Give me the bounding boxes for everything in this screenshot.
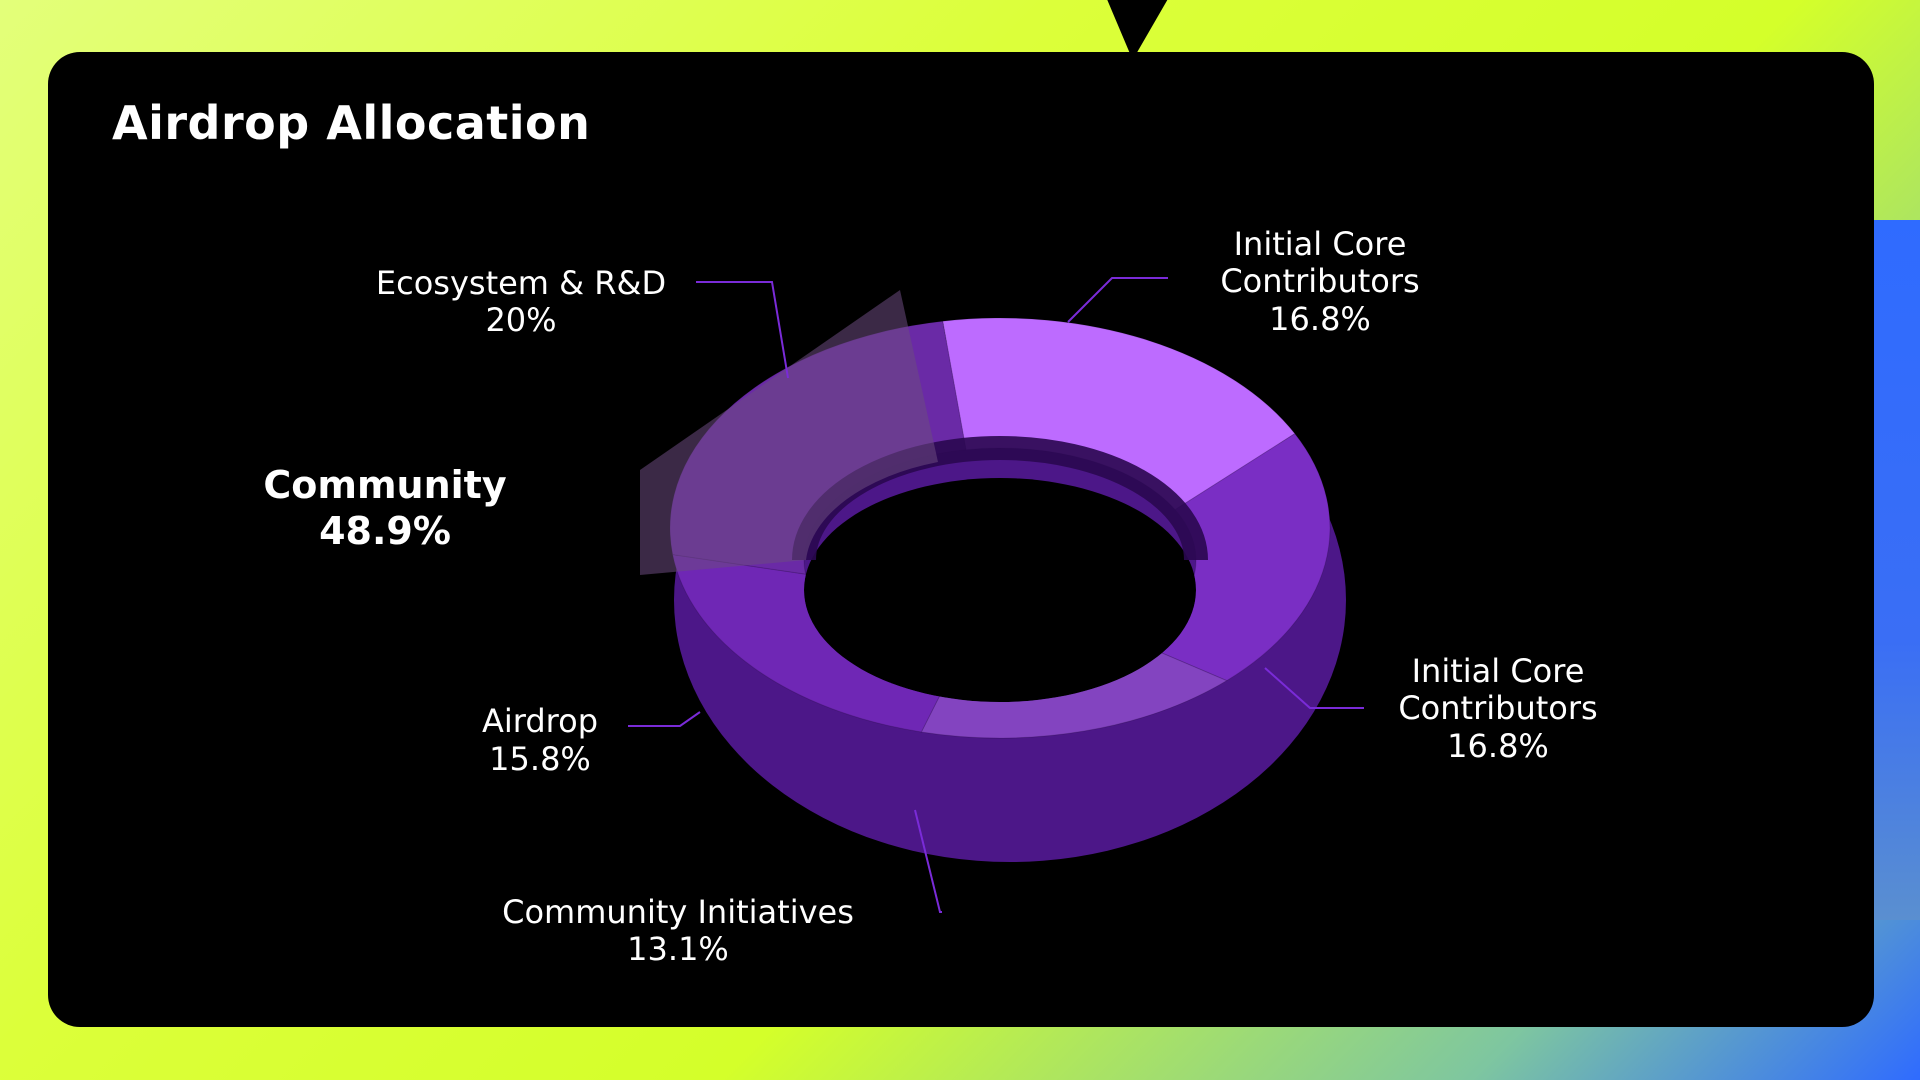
leader-line-community-initiatives xyxy=(914,809,942,913)
label-icc-right-pct: 16.8% xyxy=(1447,727,1549,765)
chart-title: Airdrop Allocation xyxy=(112,96,591,150)
background-blue-band xyxy=(1865,220,1920,920)
label-airdrop-pct: 15.8% xyxy=(489,740,591,778)
label-icc-top-line1: Initial Core xyxy=(1234,225,1407,263)
label-community-initiatives-pct: 13.1% xyxy=(627,930,729,968)
label-community-group-pct: 48.9% xyxy=(319,509,451,553)
label-icc-right-line1: Initial Core xyxy=(1412,652,1585,690)
label-icc-top-pct: 16.8% xyxy=(1269,300,1371,338)
leader-line-ecosystem xyxy=(696,281,789,379)
label-ecosystem-pct: 20% xyxy=(485,301,556,339)
label-icc-right-line2: Contributors xyxy=(1398,689,1597,727)
leader-line-icc-top xyxy=(1067,277,1168,323)
label-airdrop: Airdrop xyxy=(482,702,598,740)
label-community-group: Community xyxy=(263,463,506,507)
leader-line-icc-right xyxy=(1264,667,1364,709)
label-icc-top-line2: Contributors xyxy=(1220,262,1419,300)
label-community-initiatives: Community Initiatives xyxy=(502,893,854,931)
label-ecosystem: Ecosystem & R&D xyxy=(376,264,666,302)
slice-community-initiatives xyxy=(920,640,1228,739)
ecosystem-raised-slice xyxy=(640,290,938,575)
leader-line-airdrop xyxy=(628,711,701,727)
